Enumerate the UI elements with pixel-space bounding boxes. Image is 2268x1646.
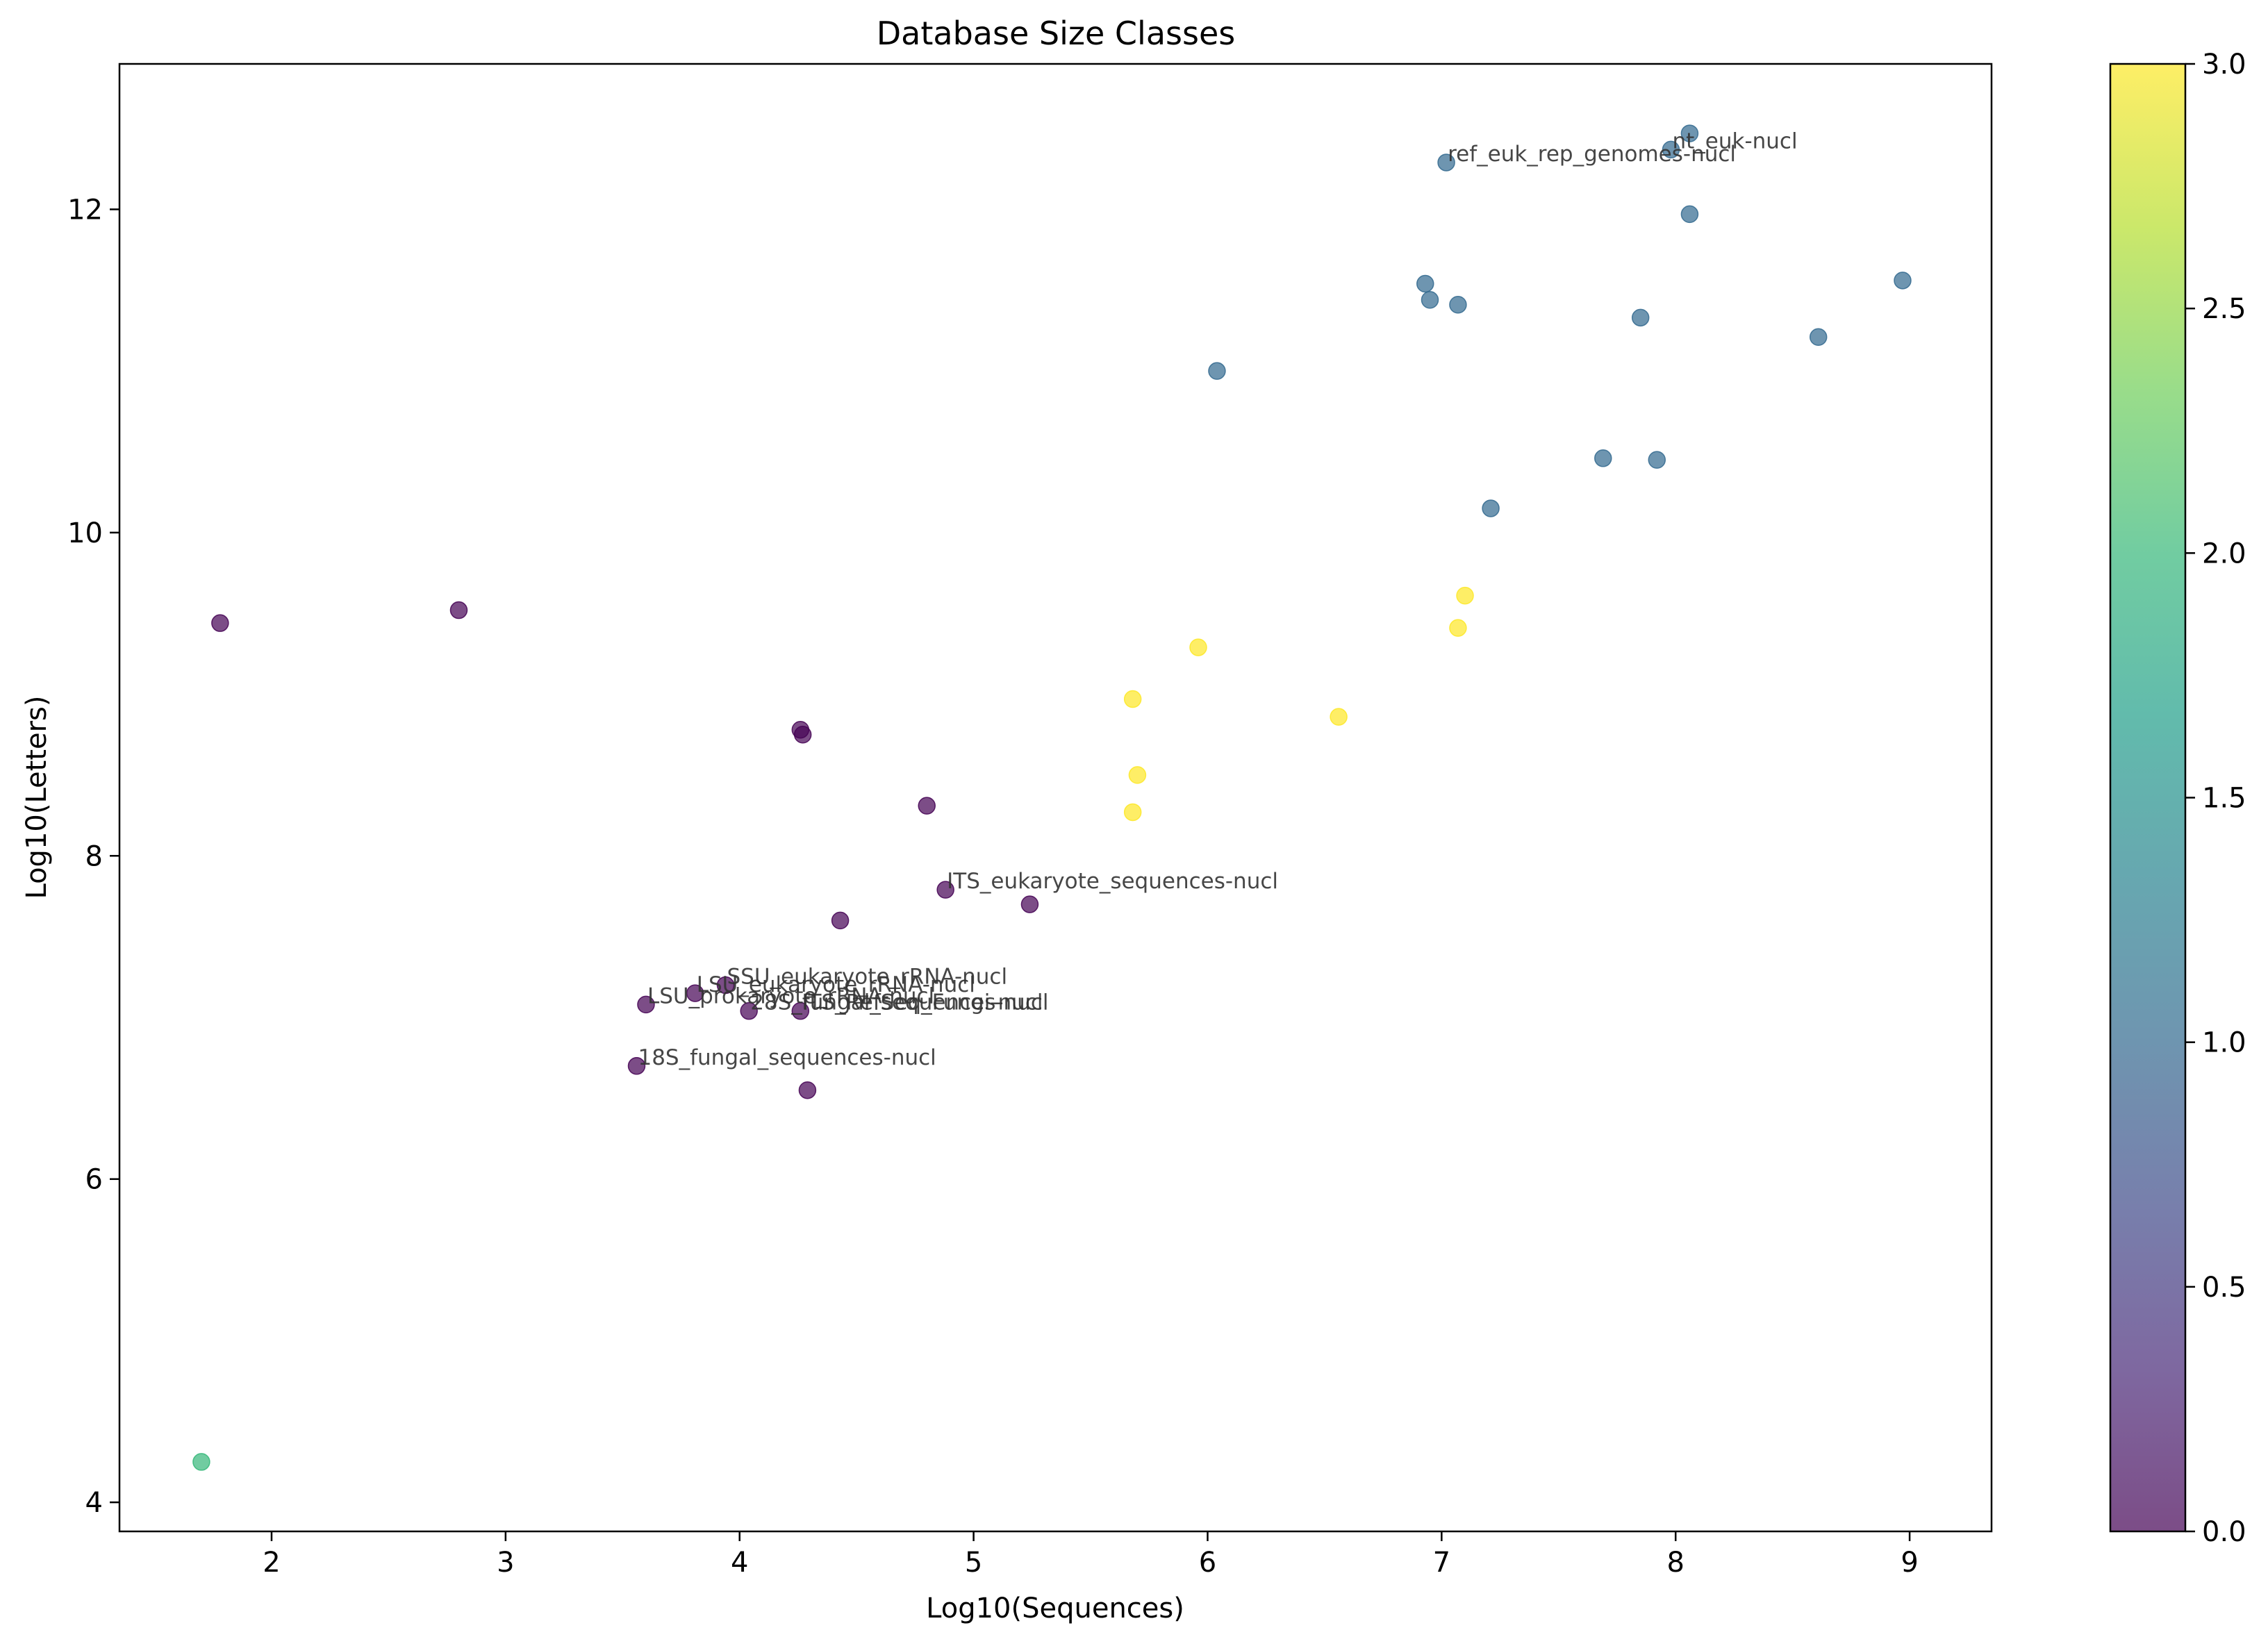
- scatter-point: [211, 614, 229, 632]
- x-axis-label: Log10(Sequences): [926, 1593, 1184, 1624]
- colorbar-tick-label: 3.0: [2202, 49, 2246, 81]
- scatter-point: [192, 1453, 210, 1471]
- scatter-point: [1594, 449, 1612, 467]
- colorbar-bar: [2110, 64, 2185, 1531]
- x-tick-label: 4: [731, 1547, 748, 1579]
- y-tick-label: 8: [85, 840, 103, 872]
- point-label: LSU_prokaryote_rRNA-nucl: [647, 983, 934, 1008]
- colorbar-tick-label: 2.5: [2202, 293, 2246, 325]
- scatter-point: [793, 725, 812, 744]
- x-tick-label: 5: [965, 1547, 982, 1579]
- point-label: 28S_fungal_sequences-nucl: [750, 990, 1048, 1015]
- x-tick-label: 7: [1433, 1547, 1450, 1579]
- scatter-point: [686, 984, 704, 1002]
- scatter-point: [1437, 153, 1455, 172]
- point-label: LSU_eukaryote_rRNA-nucl: [697, 972, 975, 997]
- colorbar-tick-label: 1.5: [2202, 783, 2246, 815]
- y-axis-label: Log10(Letters): [21, 695, 53, 899]
- scatter-point: [1449, 295, 1467, 314]
- x-tick-label: 9: [1901, 1547, 1918, 1579]
- scatter-point: [1680, 205, 1699, 224]
- point-label: SSU_eukaryote_rRNA-nucl: [727, 964, 1008, 989]
- colorbar-tick-label: 0.0: [2202, 1516, 2246, 1548]
- x-tick-label: 2: [263, 1547, 280, 1579]
- data-points: [192, 124, 1912, 1471]
- colorbar-tick-label: 2.0: [2202, 538, 2246, 570]
- colorbar-tick-label: 1.0: [2202, 1027, 2246, 1059]
- point-label: 18S_fungal_sequences-nucl: [638, 1045, 936, 1070]
- y-tick-label: 10: [67, 517, 103, 549]
- plot-frame: [118, 63, 1993, 1533]
- point-label: ITS_RefSeq_Fungi-nucl: [802, 990, 1043, 1015]
- scatter-point: [791, 1001, 810, 1020]
- y-tick-label: 6: [85, 1164, 103, 1196]
- point-label: nt_euk-nucl: [1672, 128, 1797, 153]
- scatter-point: [716, 976, 735, 995]
- y-axis-ticks: 4 6 8 10 12: [67, 194, 119, 1519]
- scatter-point: [740, 1001, 758, 1020]
- scatter-point: [1330, 708, 1348, 726]
- chart-title: Database Size Classes: [877, 15, 1235, 52]
- colorbar-tick-label: 0.5: [2202, 1272, 2246, 1304]
- scatter-point: [1208, 362, 1226, 380]
- scatter-point: [449, 601, 468, 620]
- scatter-point: [1648, 451, 1666, 469]
- scatter-point: [1020, 895, 1039, 913]
- scatter-point: [1449, 619, 1467, 637]
- scatter-point: [1456, 586, 1474, 605]
- scatter-point: [1189, 638, 1207, 656]
- x-tick-label: 6: [1199, 1547, 1216, 1579]
- scatter-point: [1128, 766, 1147, 784]
- point-label: ref_euk_rep_genomes-nucl: [1448, 142, 1736, 167]
- scatter-point: [627, 1057, 646, 1075]
- y-tick-label: 4: [85, 1487, 103, 1519]
- scatter-point: [1631, 308, 1650, 327]
- scatter-point: [1123, 690, 1142, 708]
- scatter-point: [637, 995, 655, 1014]
- scatter-point: [1416, 274, 1434, 293]
- x-tick-label: 3: [497, 1547, 514, 1579]
- scatter-point: [1482, 499, 1500, 517]
- scatter-point: [1809, 328, 1828, 347]
- y-tick-label: 12: [67, 194, 103, 226]
- scatter-point: [936, 881, 954, 899]
- x-axis-ticks: 2 3 4 5 6 7 8 9: [263, 1531, 1919, 1579]
- scatter-point: [831, 911, 850, 930]
- scatter-point: [1680, 124, 1699, 142]
- scatter-point: [918, 797, 936, 815]
- point-annotations: ITS_eukaryote_sequences-nucl SSU_eukaryot…: [638, 128, 1797, 1070]
- colorbar-ticks: 0.0 0.5 1.0 1.5 2.0 2.5 3.0: [2185, 49, 2246, 1548]
- scatter-point: [1662, 140, 1680, 159]
- scatter-point: [798, 1081, 817, 1099]
- scatter-point: [1421, 291, 1439, 309]
- x-tick-label: 8: [1666, 1547, 1684, 1579]
- scatter-point: [1894, 272, 1912, 290]
- scatter-point: [1123, 803, 1142, 822]
- point-label: ITS_eukaryote_sequences-nucl: [947, 869, 1278, 894]
